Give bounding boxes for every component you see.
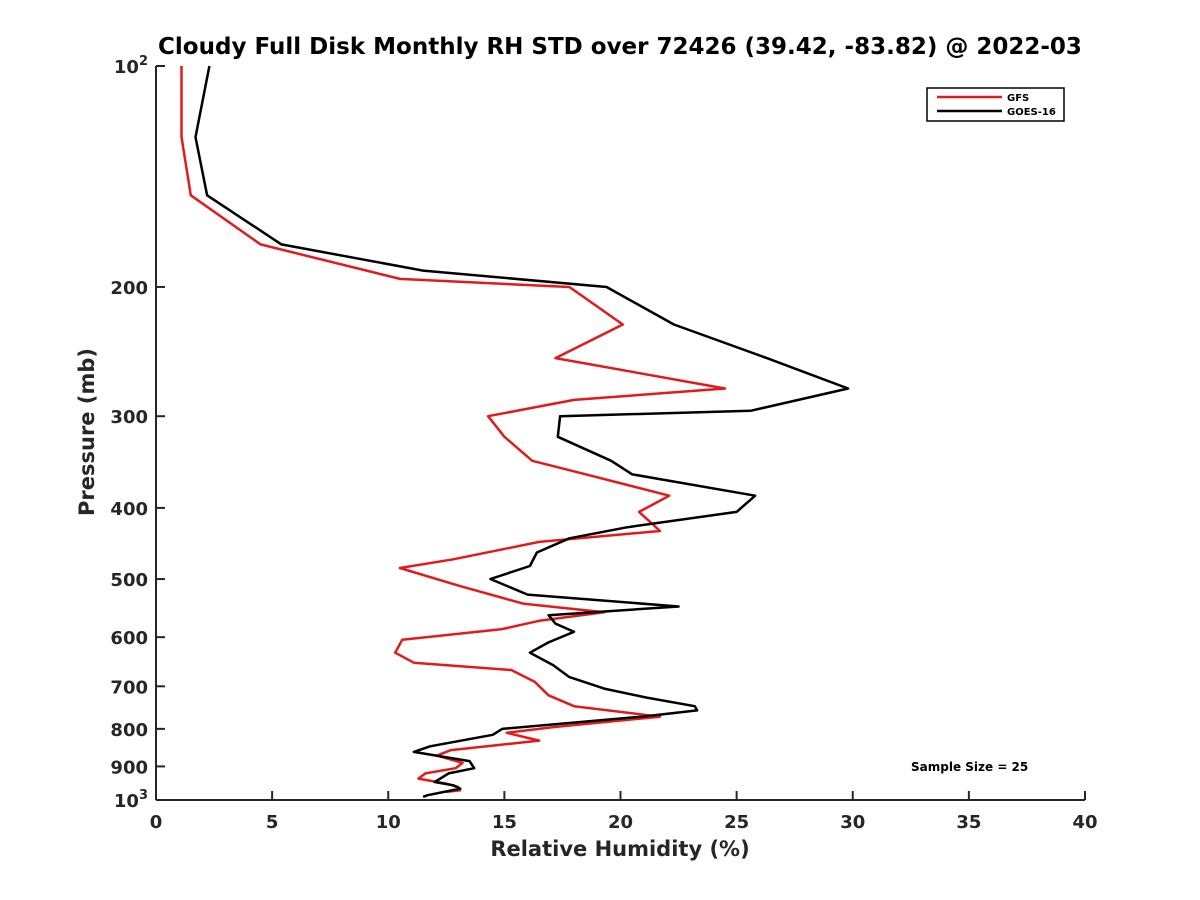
y-tick-label: 800 <box>110 720 148 741</box>
y-axis-label: Pressure (mb) <box>75 348 99 516</box>
y-tick-label: 900 <box>110 757 148 778</box>
x-tick-label: 35 <box>956 812 981 833</box>
y-tick-exponent: 3 <box>139 788 148 803</box>
legend-label-goes16: GOES-16 <box>1007 107 1056 118</box>
legend-box <box>926 87 1065 122</box>
x-tick-label: 0 <box>150 812 163 833</box>
y-tick-label: 200 <box>110 278 148 299</box>
x-tick-label: 40 <box>1072 812 1097 833</box>
y-tick-label: 600 <box>110 628 148 649</box>
axes: 0 5 10 15 20 25 30 35 40102200300400500600700800… <box>110 54 1097 833</box>
y-tick-exponent: 2 <box>139 54 148 69</box>
y-tick-label: 500 <box>110 570 148 591</box>
x-tick-label: 30 <box>840 812 865 833</box>
series-line-goes16 <box>194 65 850 798</box>
legend-label-gfs: GFS <box>1007 93 1029 104</box>
y-tick-label: 300 <box>110 407 148 428</box>
x-tick-label: 15 <box>492 812 517 833</box>
x-tick-label: 10 <box>376 812 401 833</box>
plot-area <box>180 65 850 798</box>
sample-size-annotation: Sample Size = 25 <box>911 760 1028 774</box>
x-tick-label: 5 <box>266 812 279 833</box>
x-tick-label: 25 <box>724 812 749 833</box>
series-line-gfs <box>180 66 727 794</box>
y-tick-label: 400 <box>110 499 148 520</box>
x-axis-label: Relative Humidity (%) <box>490 837 749 861</box>
y-tick-label: 700 <box>110 677 148 698</box>
legend: GFS GOES-16 <box>926 87 1065 122</box>
x-tick-label: 20 <box>608 812 633 833</box>
chart-title: Cloudy Full Disk Monthly RH STD over 724… <box>158 34 1082 60</box>
